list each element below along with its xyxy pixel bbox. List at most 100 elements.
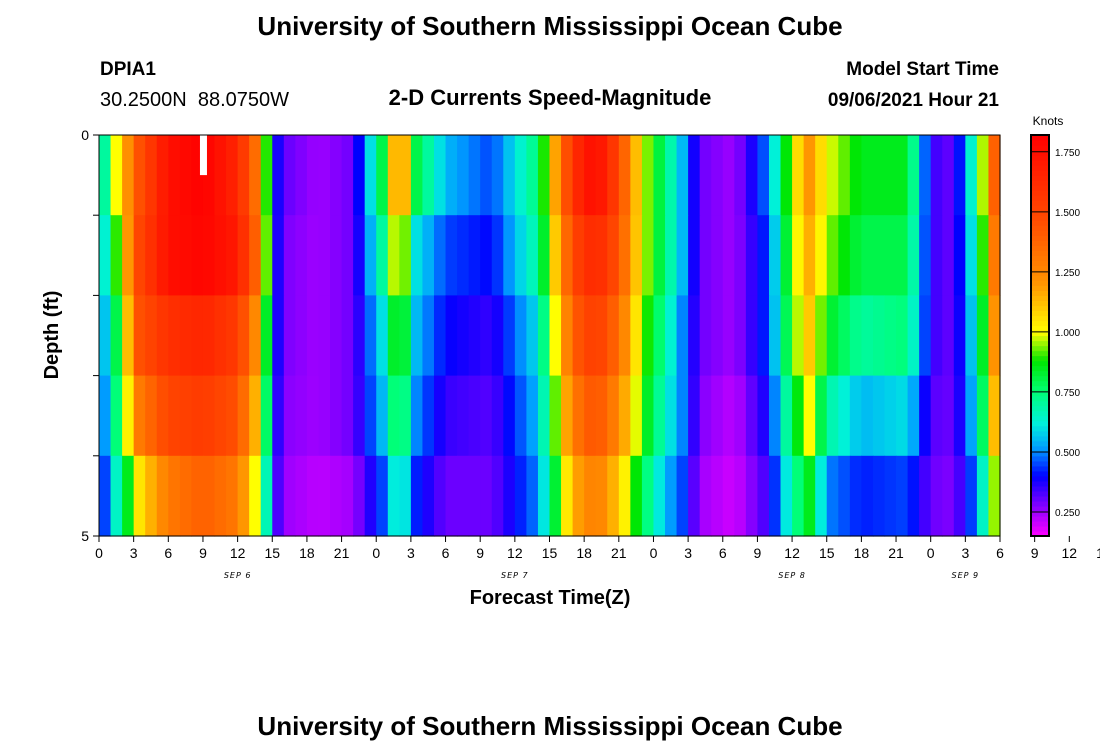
heatmap-cell [537,135,551,216]
heatmap-cell [387,455,400,537]
colorbar-tick-label: 0.500 [1055,448,1080,459]
heatmap-cell [872,215,886,296]
heatmap-cell [699,135,712,216]
heatmap-cell [930,455,943,537]
heatmap-cell [907,215,920,296]
heatmap-cell [526,135,539,216]
heatmap-cell [133,455,146,537]
heatmap-cell [318,215,331,296]
heatmap-cell [572,215,585,296]
heatmap-cell [480,375,493,457]
heatmap-cell [272,375,285,457]
heatmap-cell [953,375,966,457]
heatmap-cell [919,375,932,457]
heatmap-cell [341,295,354,377]
heatmap-cell [179,455,193,537]
heatmap-cell [514,295,527,377]
x-tick-label: 3 [407,545,415,561]
colorbar-swatch [1031,440,1049,447]
heatmap-cell [792,295,805,377]
heatmap-cell [283,135,296,216]
heatmap-cell [445,455,458,537]
heatmap-cell [364,375,377,457]
colorbar-swatch [1031,180,1049,186]
heatmap-cell [653,295,666,377]
heatmap-cell [237,455,250,537]
colorbar-swatch [1031,245,1049,251]
heatmap-cell [722,455,735,537]
heatmap-cell [237,295,250,377]
heatmap-cell [757,295,770,377]
heatmap-cell [780,215,793,296]
heatmap-cell [792,455,805,537]
colorbar-swatch [1031,290,1049,296]
heatmap-cell [884,375,897,457]
heatmap-cell [249,375,262,457]
heatmap-cell [457,215,470,296]
heatmap-cell [214,455,227,537]
colorbar-swatch [1031,370,1049,377]
heatmap-cell [226,135,239,216]
heatmap-cell [688,455,701,537]
heatmap-cell [491,215,504,296]
colorbar-label: Knots [1033,114,1064,128]
heatmap-cell [110,215,123,296]
x-tick-label: 12 [230,545,246,561]
x-tick-label: 18 [854,545,870,561]
colorbar-swatch [1031,230,1049,236]
heatmap-cell [457,455,470,537]
heatmap-cell [595,215,608,296]
heatmap-cell [965,295,978,377]
heatmap-cell [849,295,862,377]
x-tick-label: 9 [754,545,762,561]
colorbar: 0.250 0.500 0.750 1.000 1.250 1.500 1.750 [1030,134,1080,537]
heatmap-cell [861,375,874,457]
date-label: SEP 7 [501,571,529,580]
colorbar-swatch [1031,400,1049,407]
heatmap-cell [688,295,701,377]
heatmap-cell [457,375,470,457]
heatmap-cell [410,295,424,377]
heatmap-cell [561,375,574,457]
x-tick-label: 9 [476,545,484,561]
heatmap-cell [953,135,966,216]
heatmap-cell [826,135,839,216]
heatmap-cell [399,135,412,216]
heatmap-cell [768,295,782,377]
heatmap-cell [318,135,331,216]
heatmap-cell [699,455,712,537]
colorbar-swatch [1031,480,1049,487]
heatmap-cell [260,295,273,377]
heatmap-cell [618,375,631,457]
heatmap-cell [815,135,828,216]
date-label: SEP 9 [952,571,980,580]
heatmap-cell [849,455,862,537]
heatmap-cell [907,455,920,537]
heatmap-cell [99,455,112,537]
heatmap-cell [641,455,655,537]
heatmap-cell [249,455,262,537]
heatmap-cell [965,375,978,457]
heatmap-cell [757,135,770,216]
x-tick-label: 0 [372,545,380,561]
x-tick-label: 12 [1062,545,1078,561]
heatmap-cell [872,135,886,216]
x-tick-label: 0 [95,545,103,561]
colorbar-swatch [1031,385,1049,392]
heatmap-cell [711,295,724,377]
x-tick-label: 9 [199,545,207,561]
heatmap-cell [514,375,527,457]
heatmap-cell [699,375,712,457]
heatmap-cell [168,215,181,296]
heatmap-cell [849,135,862,216]
heatmap-cell [561,295,574,377]
colorbar-swatch [1031,335,1049,342]
colorbar-swatch [1031,435,1049,442]
colorbar-swatch [1031,375,1049,382]
colorbar-swatch [1031,240,1049,246]
heatmap-cell [849,375,862,457]
heatmap-cell [341,135,354,216]
heatmap-cell [214,215,227,296]
colorbar-swatch [1031,495,1049,502]
